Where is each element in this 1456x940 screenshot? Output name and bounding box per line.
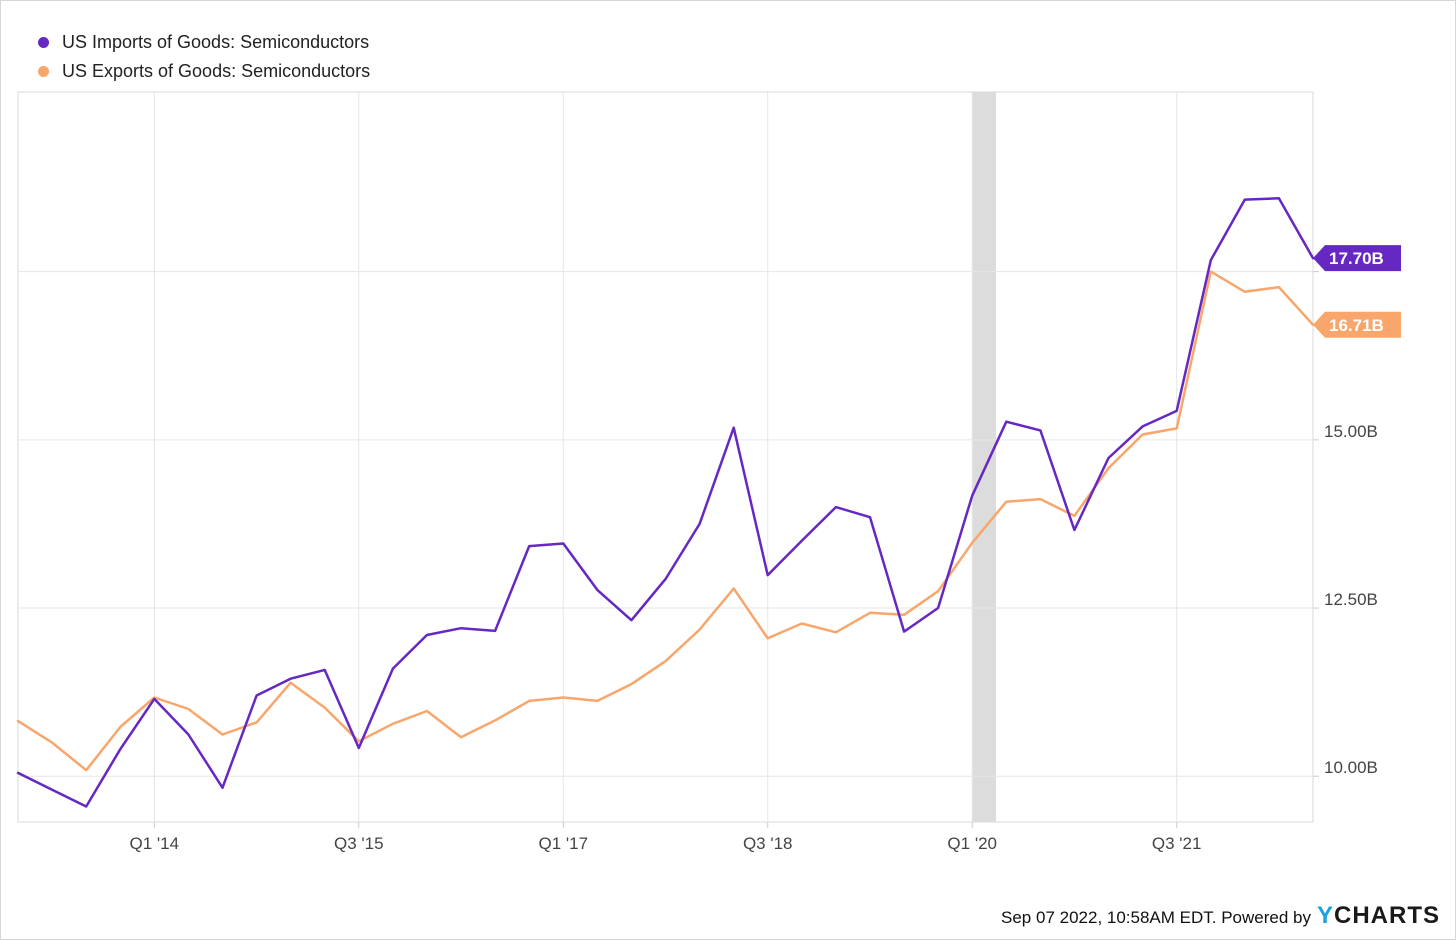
- legend-item-exports[interactable]: US Exports of Goods: Semiconductors: [38, 57, 370, 86]
- legend-dot-imports-icon: [38, 37, 49, 48]
- chart-footer: Sep 07 2022, 10:58AM EDT. Powered by YCH…: [1001, 902, 1440, 930]
- x-tick-label: Q3 '18: [743, 834, 793, 853]
- end-value-label-imports: 17.70B: [1329, 249, 1384, 268]
- x-tick-label: Q1 '14: [130, 834, 180, 853]
- x-tick-label: Q3 '21: [1152, 834, 1202, 853]
- end-value-badge-imports: [1313, 245, 1401, 272]
- y-tick-label: 12.50B: [1324, 590, 1378, 609]
- end-value-badge-exports: [1313, 311, 1401, 338]
- legend-label-imports: US Imports of Goods: Semiconductors: [62, 32, 370, 52]
- series-line-exports: [16, 270, 1315, 772]
- ycharts-logo-y: Y: [1316, 902, 1334, 929]
- chart-legend: US Imports of Goods: Semiconductors US E…: [38, 28, 370, 86]
- legend-label-exports: US Exports of Goods: Semiconductors: [62, 61, 371, 81]
- x-tick-label: Q3 '15: [334, 834, 384, 853]
- plot-area-border: [17, 91, 1314, 823]
- end-value-label-exports: 16.71B: [1329, 316, 1384, 335]
- series-line-imports: [16, 197, 1315, 808]
- footer-timestamp: Sep 07 2022, 10:58AM EDT. Powered by: [1001, 908, 1311, 927]
- legend-item-imports[interactable]: US Imports of Goods: Semiconductors: [38, 28, 370, 57]
- ycharts-logo[interactable]: YCHARTS: [1317, 902, 1440, 930]
- x-tick-label: Q1 '20: [947, 834, 997, 853]
- ycharts-logo-rest: CHARTS: [1334, 902, 1440, 929]
- y-tick-label: 15.00B: [1324, 422, 1378, 441]
- recession-band: [972, 92, 997, 822]
- legend-dot-exports-icon: [38, 66, 49, 77]
- y-tick-label: 10.00B: [1324, 758, 1378, 777]
- x-tick-label: Q1 '17: [538, 834, 588, 853]
- line-chart: Q1 '14 Q3 '15 Q1 '17 Q3 '18 Q1 '20 Q3 '21 10.0…: [16, 91, 1401, 853]
